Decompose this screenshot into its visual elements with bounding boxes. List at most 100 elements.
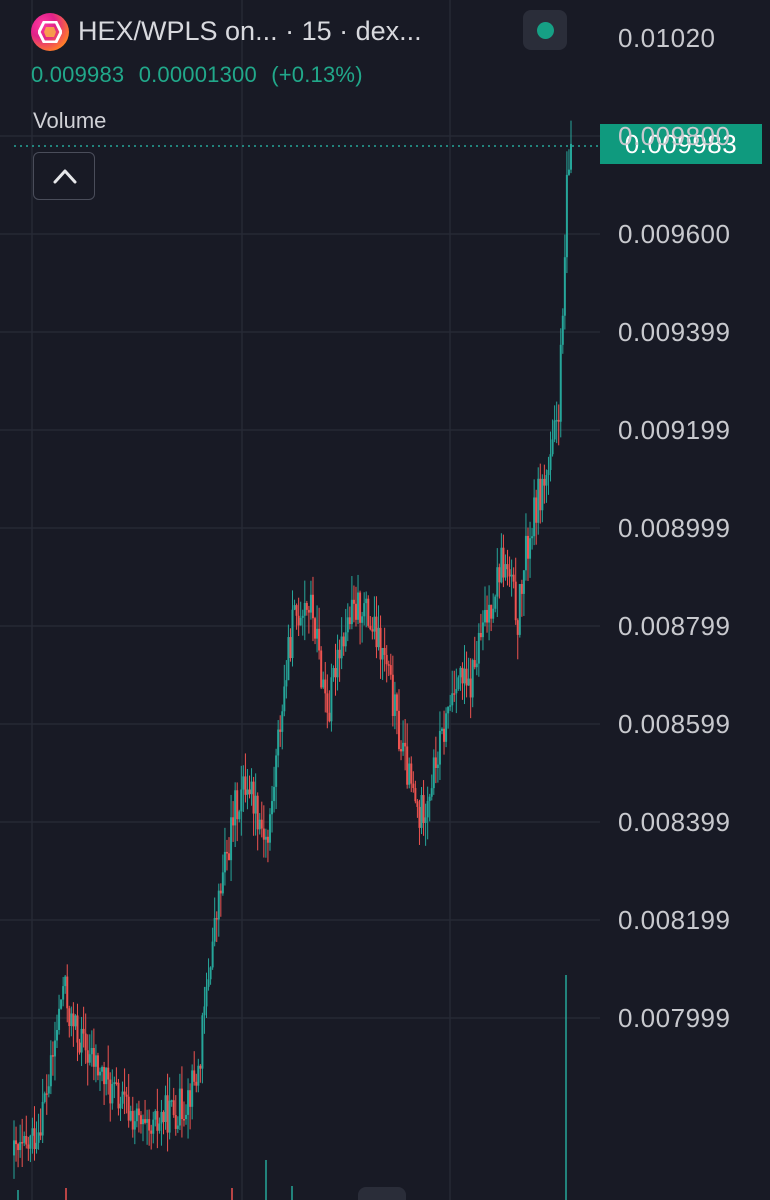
candle-body [492,608,495,619]
candle [45,1074,48,1115]
candle-body [381,647,384,660]
candle [340,617,343,670]
candle-body [80,1028,83,1053]
candle [393,681,396,730]
candle-body [488,604,491,623]
candle [334,643,337,696]
candle-body [299,617,302,626]
candle [203,986,206,1034]
candle [422,780,425,836]
candle-body [19,1142,22,1151]
candle [105,1067,108,1096]
candle-body [443,728,446,742]
candle-body [545,475,548,486]
candle-body [410,763,413,784]
candle-body [78,1042,81,1053]
candle-body [297,615,300,626]
candle [397,689,400,752]
candle-body [367,598,370,626]
candle [144,1099,147,1125]
candle-body [551,439,554,455]
candle-body [404,742,407,747]
candle-body [557,419,560,422]
candle [438,711,441,781]
candle [350,576,353,630]
candle [373,596,376,640]
candle [248,775,251,799]
candle [13,1120,15,1179]
candle-body [258,819,261,830]
candle-body [483,609,486,623]
candle [53,1021,56,1081]
candle [271,785,274,833]
candle [518,583,521,638]
candle [443,710,446,755]
volume-indicator-label[interactable]: Volume [33,108,107,133]
candle-body [561,315,564,345]
candle [99,1067,102,1091]
candle-body [430,788,433,797]
candle-body [305,602,308,610]
candle-body [457,677,460,690]
candle [111,1069,114,1110]
candle [383,627,386,672]
candle [539,463,542,524]
candle-body [512,574,515,582]
candle [512,567,515,589]
collapse-legend-button[interactable] [33,152,95,200]
candle [320,646,323,690]
candle-body [303,602,306,616]
candle [559,328,562,438]
bottom-scroll-handle[interactable] [358,1187,406,1200]
candle [213,897,216,947]
candle [453,670,456,702]
candle-body [191,1070,194,1107]
price-axis-tick-label: 0.009800 [618,121,731,151]
candle-body [131,1110,134,1130]
candle [264,828,267,858]
candle-body [144,1119,147,1123]
candle [311,576,314,642]
candle [236,782,239,842]
candle-body [322,679,325,688]
candle [463,645,466,705]
candle-body [70,1013,73,1027]
candle [389,653,392,680]
price-axis-tick-label: 0.008999 [618,513,731,543]
candle [387,660,390,677]
candle-body [152,1119,155,1134]
candle [479,613,482,641]
candle-body [195,1081,198,1086]
candle-body [291,609,294,659]
candle [258,813,261,835]
candle [563,234,566,330]
candle-body [506,564,509,570]
candle [316,605,319,653]
candle-body [365,598,368,604]
candle-body [434,757,437,769]
candle [408,757,411,789]
candle-body [266,836,269,843]
candle [262,805,265,858]
candle [246,768,249,810]
candle-body [254,795,257,814]
candle-body [168,1100,171,1133]
candle-body [45,1093,48,1095]
candle [129,1105,132,1122]
candle-body [174,1115,177,1129]
candle-body [23,1135,26,1143]
candle-body [324,679,327,694]
price-axis-tick-label: 0.009399 [618,317,731,347]
candle-body [109,1079,112,1104]
candle [506,549,509,586]
candle [252,776,255,836]
symbol-title[interactable]: HEX/WPLS on... · 15 · dex... [78,16,422,46]
candle [467,657,470,686]
candle-body [467,678,470,686]
candle-body [189,1090,192,1107]
candle-body [447,706,450,714]
candle-body [154,1111,157,1120]
candle-body [244,776,247,795]
market-status-button[interactable] [523,10,567,50]
